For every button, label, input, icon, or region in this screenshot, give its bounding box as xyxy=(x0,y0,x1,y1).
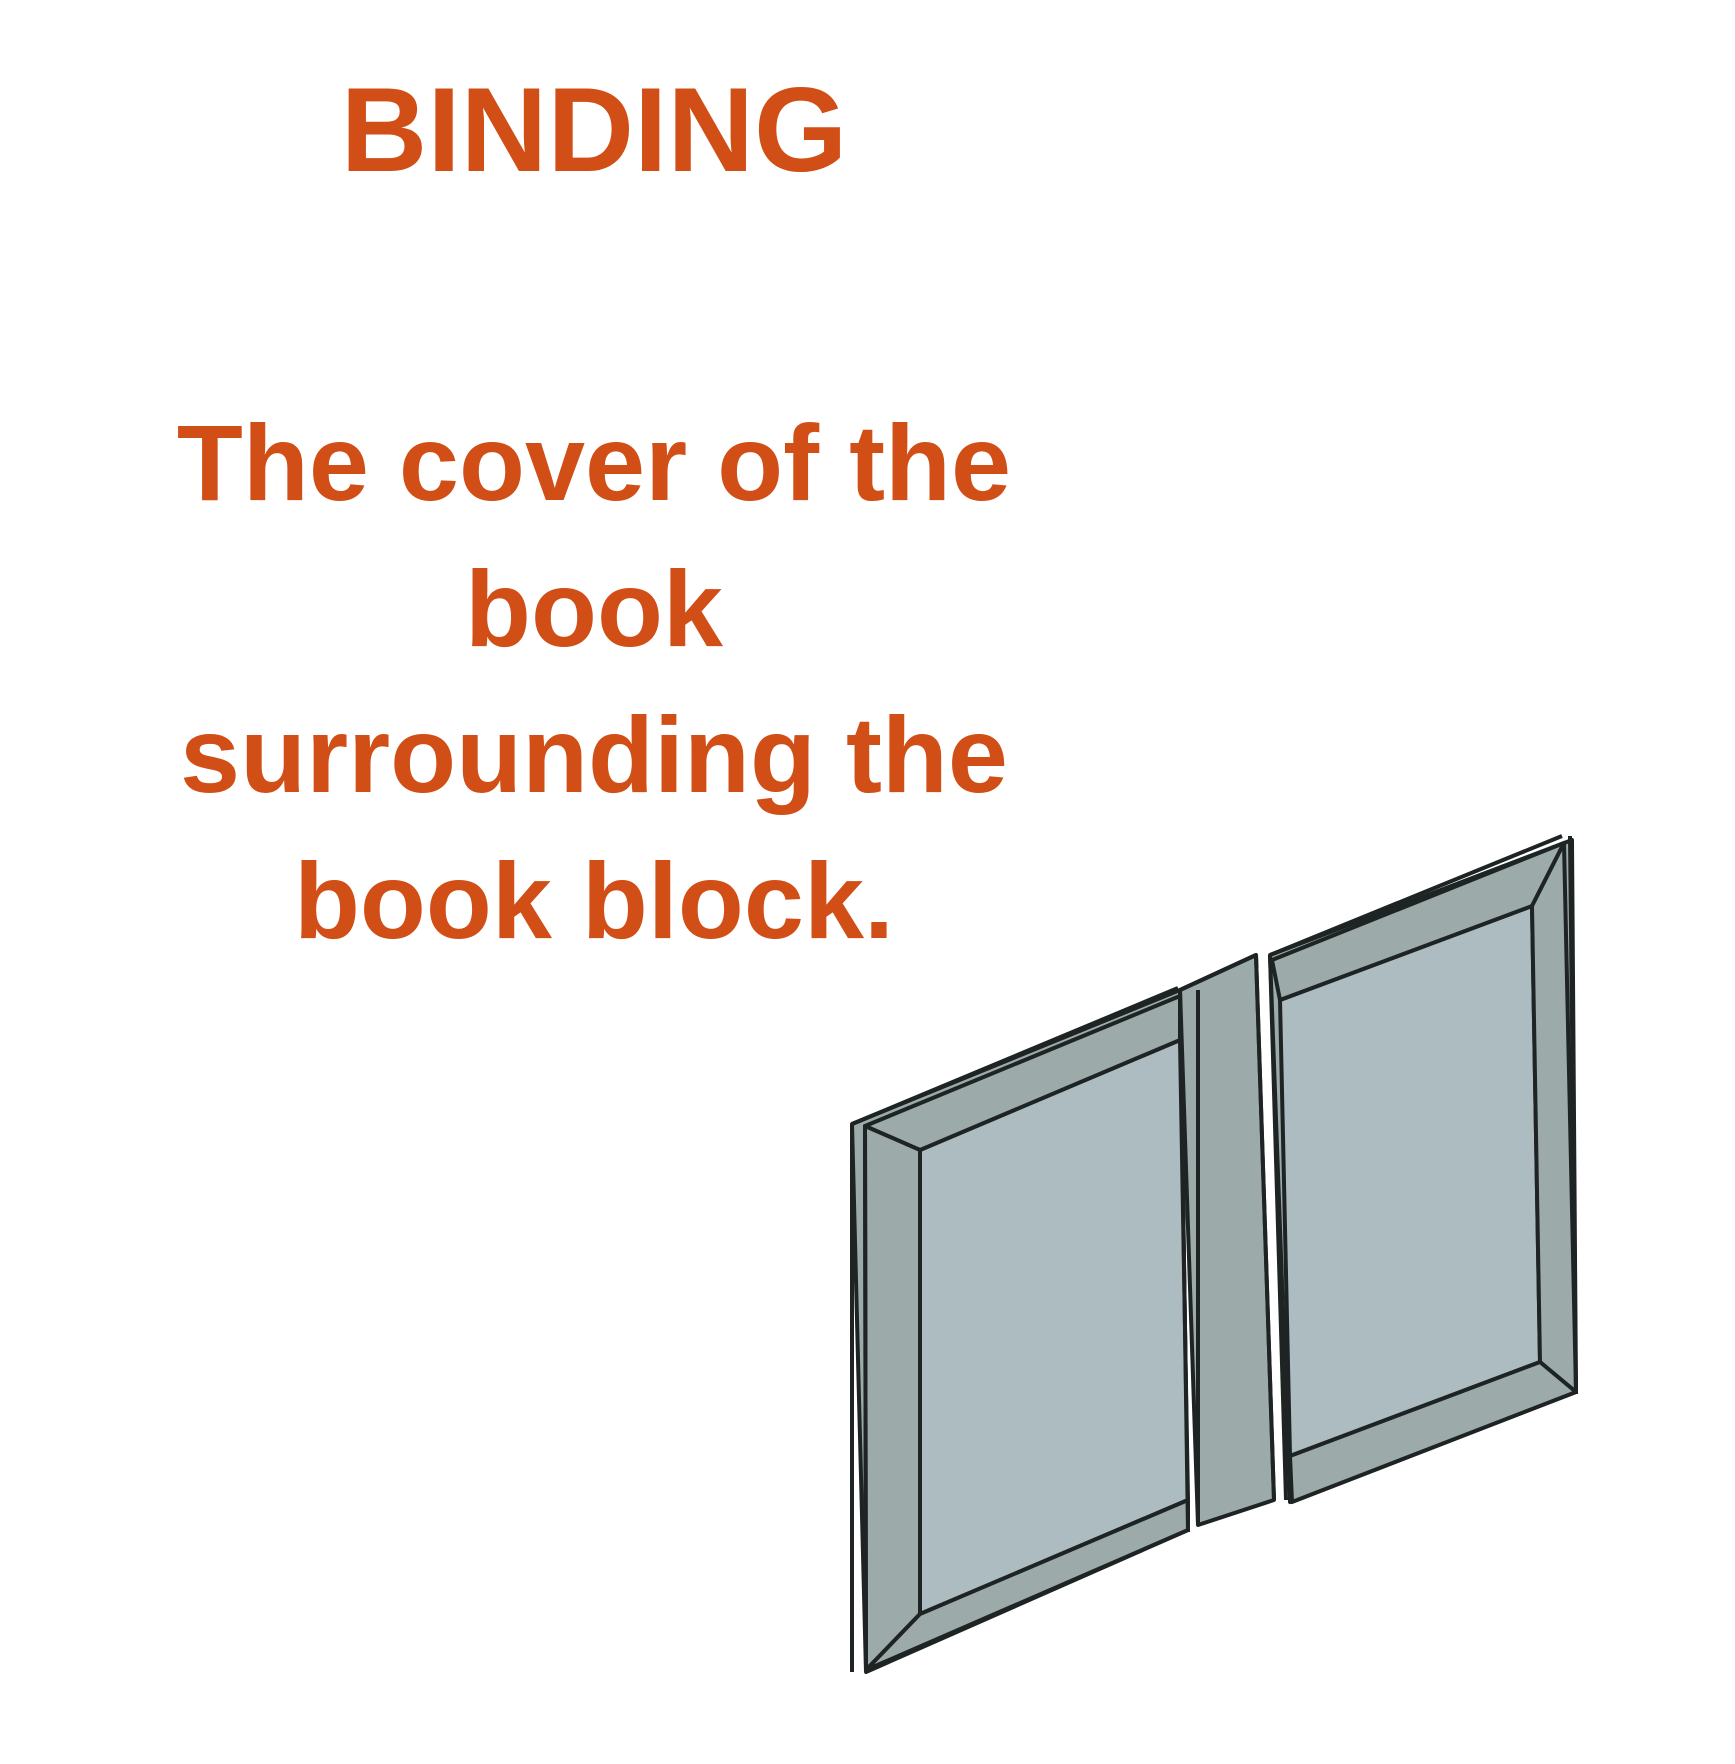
spine-edge xyxy=(1254,954,1276,1501)
definition-line: book xyxy=(465,548,723,669)
definition-line: surrounding the xyxy=(180,694,1008,815)
spine-edge xyxy=(1178,989,1190,1533)
right-board-lip xyxy=(1269,834,1563,957)
spine-edge xyxy=(1179,953,1257,992)
page-title: BINDING xyxy=(340,63,848,197)
definition-line: The cover of the xyxy=(176,402,1012,523)
definition-line: book block. xyxy=(293,840,895,961)
left-board-lip xyxy=(851,986,1179,1126)
left-board-bevel-left xyxy=(863,1124,922,1672)
right-board-inner xyxy=(1278,904,1542,1458)
right-board-lip xyxy=(1568,835,1578,1395)
definition-text: The cover of the book surrounding the bo… xyxy=(0,390,1188,974)
left-board-lip xyxy=(863,1125,868,1673)
